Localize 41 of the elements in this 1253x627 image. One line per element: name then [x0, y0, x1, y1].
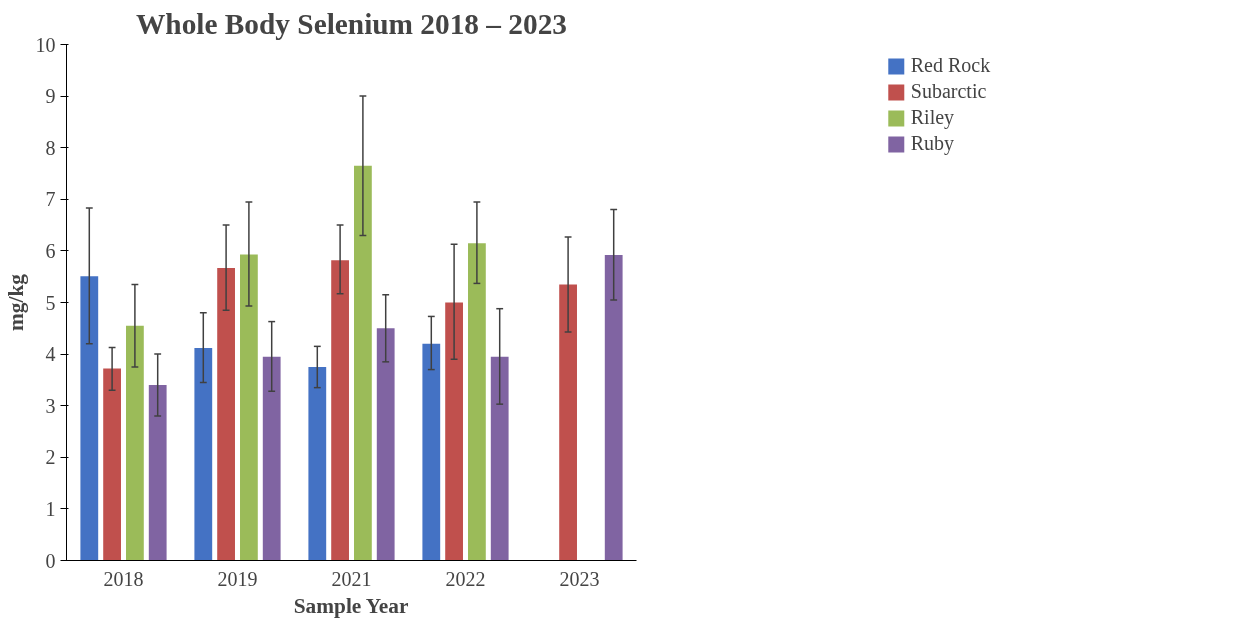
bar	[126, 325, 144, 561]
y-tick-label: 4	[45, 343, 56, 366]
bar	[103, 368, 121, 561]
bar	[354, 165, 372, 561]
bar	[468, 243, 486, 561]
bar	[262, 356, 281, 561]
legend-label: Subarctic	[910, 80, 987, 103]
bar	[240, 254, 258, 561]
bar	[217, 267, 235, 561]
bar	[308, 367, 327, 561]
bar	[194, 347, 213, 561]
x-tick-label: 2019	[217, 567, 258, 590]
bar	[148, 385, 167, 561]
y-tick-label: 5	[45, 291, 56, 314]
y-tick-label: 0	[45, 549, 56, 572]
x-tick-label: 2023	[559, 567, 600, 590]
bar	[559, 284, 577, 561]
x-tick-label: 2022	[445, 567, 486, 590]
y-tick-label: 3	[45, 394, 56, 417]
y-tick-label: 2	[45, 446, 56, 469]
y-axis-title: mg/kg	[3, 273, 28, 331]
y-tick-label: 9	[45, 85, 56, 108]
y-tick-label: 8	[45, 136, 56, 159]
bar	[604, 255, 623, 561]
bar	[422, 343, 441, 561]
bar	[376, 328, 395, 561]
x-tick-label: 2021	[331, 567, 372, 590]
x-tick-label: 2018	[103, 567, 144, 590]
bar	[490, 356, 509, 561]
x-axis-title: Sample Year	[293, 593, 409, 618]
legend-label: Red Rock	[910, 54, 991, 77]
bar	[445, 302, 463, 561]
bar	[331, 260, 349, 561]
y-tick-label: 1	[45, 497, 56, 520]
legend-label: Riley	[910, 106, 955, 129]
y-tick-label: 7	[45, 188, 56, 211]
y-tick-label: 10	[35, 33, 56, 56]
chart-title: Whole Body Selenium 2018 – 2023	[136, 7, 568, 40]
legend-label: Ruby	[910, 132, 955, 155]
bar	[80, 276, 99, 561]
y-tick-label: 6	[45, 239, 56, 262]
